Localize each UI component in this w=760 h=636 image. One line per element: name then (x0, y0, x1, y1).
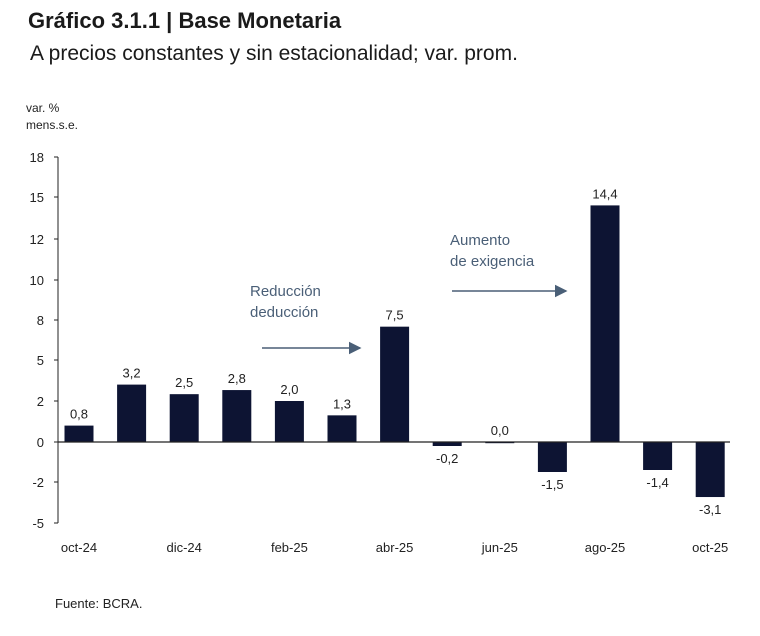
bar-may-25 (432, 442, 462, 446)
data-label-ago-25: 14,4 (592, 186, 617, 201)
data-label-dic-24: 2,5 (175, 375, 193, 390)
data-label-jul-25: -1,5 (541, 477, 563, 492)
y-tick-label: 5 (37, 353, 44, 368)
x-tick-label-feb-25: feb-25 (271, 540, 308, 555)
data-label-oct-24: 0,8 (70, 407, 88, 422)
x-tick-label-oct-25: oct-25 (692, 540, 728, 555)
data-label-may-25: -0,2 (436, 451, 458, 466)
y-axis-unit-line-1: var. % (26, 101, 60, 115)
x-tick-label-dic-24: dic-24 (166, 540, 201, 555)
bar-abr-25 (380, 326, 410, 442)
y-tick-label: 15 (30, 190, 44, 205)
annotation-1-line-1: Reducción (250, 283, 321, 300)
bar-oct-24 (64, 425, 94, 442)
y-tick-label: 0 (37, 435, 44, 450)
annotation-2-line-2: de exigencia (450, 253, 535, 270)
y-tick-label: -2 (32, 475, 44, 490)
bar-dic-24 (169, 394, 199, 442)
x-tick-label-jun-25: jun-25 (481, 540, 518, 555)
x-tick-label-oct-24: oct-24 (61, 540, 97, 555)
data-label-mar-25: 1,3 (333, 396, 351, 411)
chart-subtitle: A precios constantes y sin estacionalida… (30, 42, 518, 65)
annotation-2-line-1: Aumento (450, 232, 510, 249)
y-tick-label: -5 (32, 516, 44, 531)
data-label-abr-25: 7,5 (386, 308, 404, 323)
y-tick-label: 2 (37, 394, 44, 409)
bar-feb-25 (274, 401, 304, 442)
source-note: Fuente: BCRA. (55, 596, 143, 611)
y-tick-label: 12 (30, 232, 44, 247)
y-axis-unit: var. % mens.s.e. (26, 100, 78, 134)
y-tick-label: 18 (30, 150, 44, 165)
data-label-ene-25: 2,8 (228, 371, 246, 386)
y-tick-label: 8 (37, 313, 44, 328)
chart-title: Gráfico 3.1.1 | Base Monetaria (28, 8, 342, 33)
data-label-nov-24: 3,2 (123, 366, 141, 381)
bar-ago-25 (590, 205, 620, 442)
bar-jul-25 (537, 442, 567, 472)
bar-mar-25 (327, 415, 357, 442)
x-tick-label-abr-25: abr-25 (376, 540, 414, 555)
data-label-jun-25: 0,0 (491, 423, 509, 438)
annotation-1-line-2: deducción (250, 304, 318, 321)
bar-ene-25 (222, 390, 252, 442)
y-axis-unit-line-2: mens.s.e. (26, 118, 79, 132)
y-tick-label: 10 (30, 273, 44, 288)
bar-nov-24 (117, 384, 147, 442)
bar-oct-25 (695, 442, 725, 498)
x-tick-label-ago-25: ago-25 (585, 540, 625, 555)
data-label-oct-25: -3,1 (699, 502, 721, 517)
bar-sep-25 (643, 442, 673, 470)
data-label-sep-25: -1,4 (646, 475, 668, 490)
data-label-feb-25: 2,0 (280, 382, 298, 397)
